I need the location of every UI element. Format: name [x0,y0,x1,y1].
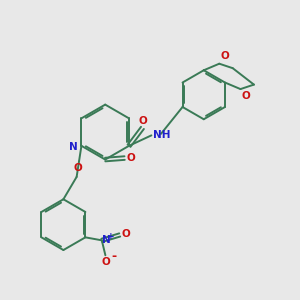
Text: -: - [111,250,116,263]
Text: N: N [102,235,111,245]
Text: O: O [73,163,82,173]
Text: O: O [101,257,110,267]
Text: O: O [242,92,250,101]
Text: O: O [220,51,229,61]
Text: O: O [126,153,135,163]
Text: NH: NH [153,130,170,140]
Text: O: O [122,230,130,239]
Text: +: + [107,232,115,241]
Text: N: N [69,142,77,152]
Text: O: O [138,116,147,125]
